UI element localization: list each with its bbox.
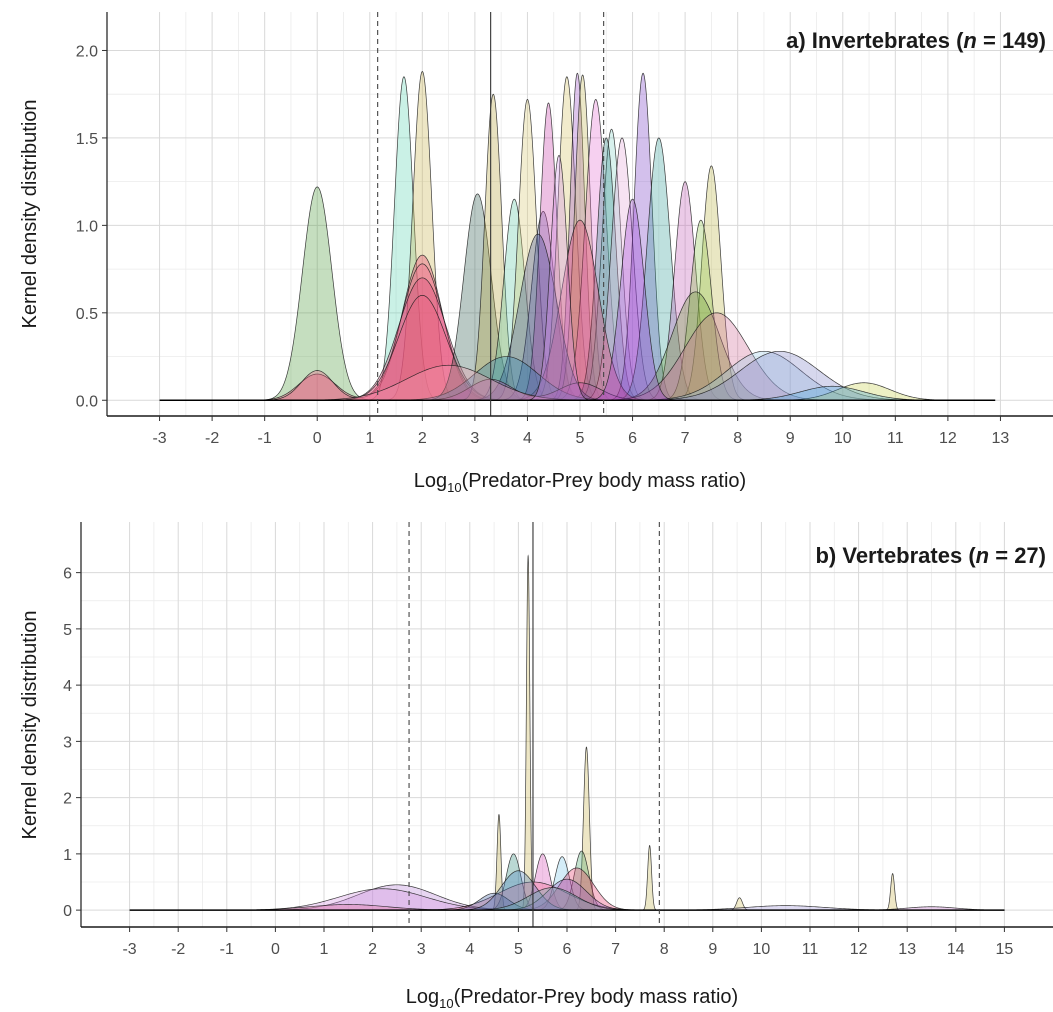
density-curve-37 bbox=[516, 155, 602, 401]
y-tick-label: 5 bbox=[63, 622, 72, 639]
x-tick-label: 12 bbox=[939, 430, 957, 447]
x-tick-label: 12 bbox=[850, 941, 868, 958]
axes: -3 -2 -1 0 1 2 3 4 5 6 7 8 9 10 11 12 130.00.51.01.52.0 bbox=[76, 12, 1053, 447]
x-tick-label: 5 bbox=[576, 430, 585, 447]
x-tick-label: 2 bbox=[418, 430, 427, 447]
x-tick-label: 1 bbox=[365, 430, 374, 447]
panel-invertebrates: -3 -2 -1 0 1 2 3 4 5 6 7 8 9 10 11 12 130.00.51.01.52.0 … bbox=[19, 12, 1053, 495]
x-tick-label: 4 bbox=[523, 430, 532, 447]
x-tick-label: 4 bbox=[465, 941, 474, 958]
x-tick-label: 13 bbox=[898, 941, 916, 958]
title-prefix: a) Invertebrates ( bbox=[786, 28, 964, 53]
panel-title: a) Invertebrates (n = 149) bbox=[786, 28, 1046, 53]
x-axis-title: Log10(Predator-Prey body mass ratio) bbox=[414, 470, 746, 495]
y-tick-label: 3 bbox=[63, 734, 72, 751]
title-suffix: ) bbox=[1039, 28, 1046, 53]
title-prefix: b) Vertebrates ( bbox=[815, 543, 976, 568]
y-tick-label: 0 bbox=[63, 903, 72, 920]
x-tick-label: 13 bbox=[992, 430, 1010, 447]
x-tick-label: -2 bbox=[205, 430, 219, 447]
title-n-value: 149 bbox=[1002, 28, 1039, 53]
density-curve-23 bbox=[664, 165, 759, 401]
x-tick-label: 8 bbox=[660, 941, 669, 958]
x-tick-label: 10 bbox=[753, 941, 771, 958]
y-tick-label: 0.0 bbox=[76, 393, 98, 410]
density-curves bbox=[129, 554, 1005, 911]
title-n-value: 27 bbox=[1014, 543, 1038, 568]
density-curve-2 bbox=[375, 71, 470, 401]
x-tick-label: 3 bbox=[470, 430, 479, 447]
x-tick-label: 7 bbox=[681, 430, 690, 447]
x-tick-label: 3 bbox=[417, 941, 426, 958]
x-tick-label: -1 bbox=[258, 430, 272, 447]
x-tick-label: 2 bbox=[368, 941, 377, 958]
x-tick-label: 6 bbox=[563, 941, 572, 958]
x-tick-label: 5 bbox=[514, 941, 523, 958]
density-curves bbox=[159, 71, 996, 402]
reference-lines bbox=[408, 522, 660, 927]
x-tick-label: 7 bbox=[611, 941, 620, 958]
x-axis-title: Log10(Predator-Prey body mass ratio) bbox=[406, 986, 738, 1011]
x-tick-label: 14 bbox=[947, 941, 965, 958]
y-axis-title: Kernel density distribution bbox=[19, 99, 41, 328]
x-tick-label: 9 bbox=[708, 941, 717, 958]
density-curve-5 bbox=[639, 845, 660, 911]
x-tick-label: -3 bbox=[152, 430, 166, 447]
title-suffix: ) bbox=[1039, 543, 1046, 568]
y-tick-label: 2.0 bbox=[76, 43, 98, 60]
x-title-subscript: 10 bbox=[439, 996, 453, 1011]
x-tick-label: 1 bbox=[320, 941, 329, 958]
x-title-rest: (Predator-Prey body mass ratio) bbox=[462, 470, 747, 492]
x-tick-label: -3 bbox=[122, 941, 136, 958]
x-title-subscript: 10 bbox=[447, 480, 461, 495]
density-curve-6 bbox=[882, 873, 903, 911]
x-title-log: Log bbox=[406, 986, 439, 1008]
density-curve-4 bbox=[238, 263, 528, 401]
density-curve-17 bbox=[564, 128, 659, 401]
x-tick-label: 15 bbox=[996, 941, 1014, 958]
panel-title: b) Vertebrates (n = 27) bbox=[815, 543, 1046, 568]
density-curve-0 bbox=[243, 186, 391, 401]
y-tick-label: 6 bbox=[63, 566, 72, 583]
density-curve-1 bbox=[356, 76, 452, 401]
x-tick-label: 10 bbox=[834, 430, 852, 447]
x-tick-label: -1 bbox=[220, 941, 234, 958]
x-tick-label: 8 bbox=[733, 430, 742, 447]
x-tick-label: 0 bbox=[271, 941, 280, 958]
y-tick-label: 0.5 bbox=[76, 306, 98, 323]
title-equals: = bbox=[989, 543, 1014, 568]
x-tick-label: -2 bbox=[171, 941, 185, 958]
y-tick-label: 4 bbox=[63, 678, 72, 695]
title-n-symbol: n bbox=[963, 28, 976, 53]
y-tick-label: 1.0 bbox=[76, 218, 98, 235]
x-title-rest: (Predator-Prey body mass ratio) bbox=[454, 986, 739, 1008]
title-n-symbol: n bbox=[976, 543, 989, 568]
x-tick-label: 0 bbox=[313, 430, 322, 447]
y-axis-title: Kernel density distribution bbox=[19, 610, 41, 839]
title-equals: = bbox=[977, 28, 1002, 53]
y-tick-label: 1.5 bbox=[76, 131, 98, 148]
x-tick-label: 9 bbox=[786, 430, 795, 447]
x-tick-label: 11 bbox=[802, 941, 819, 958]
y-tick-label: 1 bbox=[63, 847, 72, 864]
density-curve-2 bbox=[519, 554, 537, 911]
density-curve-3 bbox=[225, 254, 523, 401]
x-title-log: Log bbox=[414, 470, 447, 492]
x-tick-label: 11 bbox=[887, 430, 904, 447]
reference-lines bbox=[377, 12, 605, 416]
y-tick-label: 2 bbox=[63, 791, 72, 808]
x-tick-label: 6 bbox=[628, 430, 637, 447]
